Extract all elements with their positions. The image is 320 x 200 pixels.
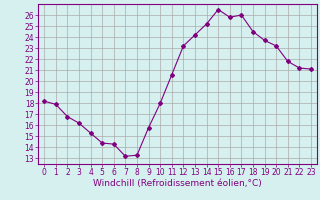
X-axis label: Windchill (Refroidissement éolien,°C): Windchill (Refroidissement éolien,°C) [93, 179, 262, 188]
